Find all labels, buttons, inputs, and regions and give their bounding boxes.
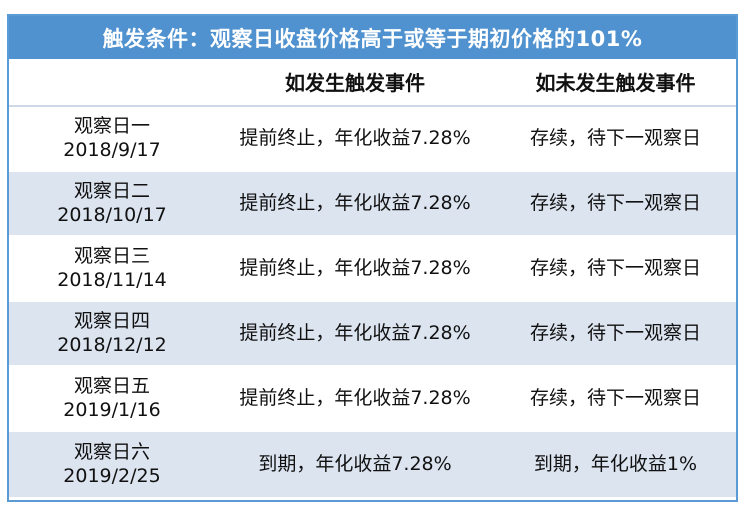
table-title: 触发条件：观察日收盘价格高于或等于期初价格的101%: [9, 16, 736, 61]
table-row: 观察日三 2018/11/14 提前终止，年化收益7.28% 存续，待下一观察日: [9, 237, 736, 302]
not-triggered-outcome: 存续，待下一观察日: [529, 321, 701, 344]
observation-day-date: 2018/9/17: [63, 138, 161, 161]
triggered-outcome: 提前终止，年化收益7.28%: [239, 191, 471, 214]
observation-day-cell: 观察日二 2018/10/17: [9, 172, 215, 235]
table-row: 观察日五 2019/1/16 提前终止，年化收益7.28% 存续，待下一观察日: [9, 367, 736, 432]
table-row: 观察日六 2019/2/25 到期，年化收益7.28% 到期，年化收益1%: [9, 432, 736, 497]
not-triggered-outcome: 存续，待下一观察日: [529, 256, 701, 279]
observation-day-date: 2018/11/14: [57, 268, 167, 291]
triggered-outcome: 提前终止，年化收益7.28%: [239, 256, 471, 279]
header-empty-cell: [9, 61, 215, 105]
table-row: 观察日四 2018/12/12 提前终止，年化收益7.28% 存续，待下一观察日: [9, 302, 736, 367]
observation-day-cell: 观察日一 2018/9/17: [9, 107, 215, 170]
triggered-outcome: 提前终止，年化收益7.28%: [239, 126, 471, 149]
observation-table: 触发条件：观察日收盘价格高于或等于期初价格的101% 如发生触发事件 如未发生触…: [7, 14, 738, 502]
observation-day-date: 2018/12/12: [57, 333, 167, 356]
observation-day-name: 观察日二: [73, 179, 150, 202]
table-row: 观察日一 2018/9/17 提前终止，年化收益7.28% 存续，待下一观察日: [9, 107, 736, 172]
not-triggered-outcome: 到期，年化收益1%: [533, 452, 698, 475]
observation-day-date: 2018/10/17: [57, 203, 167, 226]
not-triggered-outcome: 存续，待下一观察日: [529, 126, 701, 149]
observation-day-date: 2019/1/16: [63, 398, 161, 421]
observation-day-name: 观察日六: [73, 440, 150, 463]
observation-day-cell: 观察日三 2018/11/14: [9, 237, 215, 300]
observation-day-cell: 观察日五 2019/1/16: [9, 367, 215, 430]
table-row: 观察日二 2018/10/17 提前终止，年化收益7.28% 存续，待下一观察日: [9, 172, 736, 237]
header-triggered: 如发生触发事件: [285, 70, 425, 95]
observation-day-cell: 观察日六 2019/2/25: [9, 432, 215, 497]
triggered-outcome: 提前终止，年化收益7.28%: [239, 386, 471, 409]
triggered-outcome: 提前终止，年化收益7.28%: [239, 321, 471, 344]
observation-day-name: 观察日一: [73, 114, 150, 137]
not-triggered-outcome: 存续，待下一观察日: [529, 386, 701, 409]
header-not-triggered: 如未发生触发事件: [535, 70, 696, 95]
observation-day-cell: 观察日四 2018/12/12: [9, 302, 215, 365]
observation-day-date: 2019/2/25: [63, 464, 161, 487]
table-header-row: 如发生触发事件 如未发生触发事件: [9, 61, 736, 107]
not-triggered-outcome: 存续，待下一观察日: [529, 191, 701, 214]
observation-day-name: 观察日五: [73, 374, 150, 397]
triggered-outcome: 到期，年化收益7.28%: [258, 452, 452, 475]
observation-day-name: 观察日四: [73, 309, 150, 332]
observation-day-name: 观察日三: [73, 244, 150, 267]
